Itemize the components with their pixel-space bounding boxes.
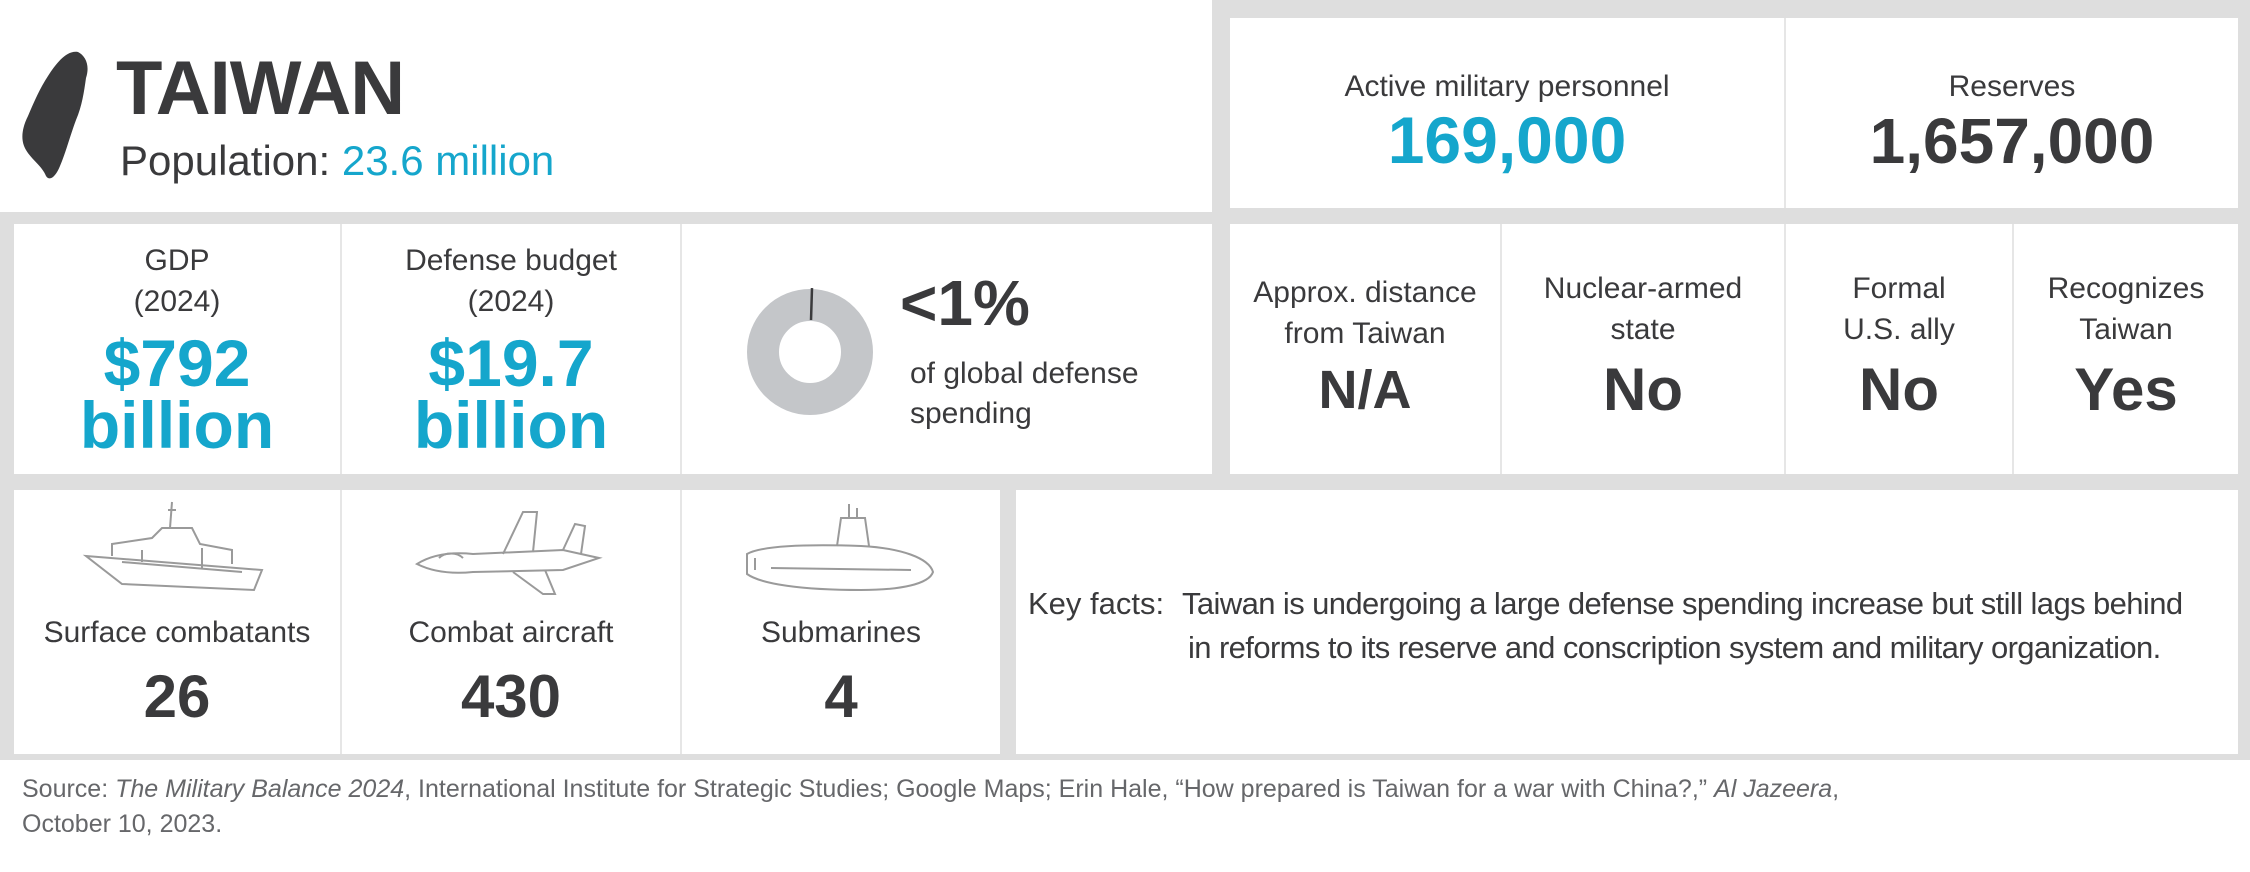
source-line2: October 10, 2023. xyxy=(22,810,223,838)
source-outlet: Al Jazeera xyxy=(1714,775,1833,803)
global-share-cell: <1% of global defense spending xyxy=(682,224,1212,474)
recognizes-label: Recognizes xyxy=(2047,272,2205,305)
country-header: TAIWAN Population: 23.6 million xyxy=(0,0,1212,212)
us-ally-label: Formal xyxy=(1852,272,1946,305)
active-personnel-label: Active military personnel xyxy=(1344,70,1670,103)
combat-aircraft-label: Combat aircraft xyxy=(408,616,614,649)
us-ally-label-line2: U.S. ally xyxy=(1843,313,1955,346)
global-share-label-line1: of global defense xyxy=(910,357,1139,390)
force-cell-aircraft: Combat aircraft 430 xyxy=(342,490,680,754)
divider xyxy=(680,224,682,474)
defense-budget-value-unit: billion xyxy=(413,388,609,462)
population-line: Population: 23.6 million xyxy=(120,134,554,188)
divider xyxy=(2012,224,2014,474)
population-label: Population: xyxy=(120,137,331,184)
divider xyxy=(340,224,342,474)
warship-icon xyxy=(82,501,264,592)
reserves-label: Reserves xyxy=(1948,70,2076,103)
fighter-jet-icon xyxy=(414,511,603,595)
divider xyxy=(1784,224,1786,474)
forces-panel: Surface combatants 26 Combat aircraft 43… xyxy=(14,490,1000,754)
recognizes-cell: Recognizes Taiwan Yes xyxy=(2014,224,2238,474)
defense-budget-value: $19.7 xyxy=(428,326,594,400)
nuclear-label-line2: state xyxy=(1610,313,1676,346)
gdp-value: $792 xyxy=(103,326,251,400)
divider xyxy=(680,490,682,754)
source-suffix: , xyxy=(1832,775,1840,803)
taiwan-map-icon xyxy=(22,51,88,179)
gdp-value-unit: billion xyxy=(79,388,275,462)
gdp-year: (2024) xyxy=(133,285,221,318)
nuclear-cell: Nuclear-armed state No xyxy=(1502,224,1784,474)
population-value: 23.6 million xyxy=(341,137,555,184)
combat-aircraft-value: 430 xyxy=(460,663,562,730)
source-publication-title: The Military Balance 2024 xyxy=(115,775,405,803)
submarines-value: 4 xyxy=(824,663,858,730)
global-share-donut xyxy=(747,288,873,415)
distance-cell: Approx. distance from Taiwan N/A xyxy=(1230,224,1500,474)
submarine-icon xyxy=(746,504,935,592)
global-share-value: <1% xyxy=(900,267,1030,339)
country-title: TAIWAN xyxy=(116,46,405,131)
global-share-label-line2: spending xyxy=(910,397,1032,430)
donut-share-mark xyxy=(809,288,814,321)
key-facts-text-line2: in reforms to its reserve and conscripti… xyxy=(1188,630,2161,665)
relations-panel: Approx. distance from Taiwan N/A Nuclear… xyxy=(1230,224,2238,474)
source-line1: Source: The Military Balance 2024, Inter… xyxy=(22,772,2222,807)
active-personnel-cell: Active military personnel 169,000 xyxy=(1230,18,1784,208)
nuclear-label: Nuclear-armed xyxy=(1543,272,1743,305)
divider xyxy=(340,490,342,754)
gdp-label: GDP xyxy=(144,244,210,277)
distance-label: Approx. distance xyxy=(1253,276,1477,309)
reserves-value: 1,657,000 xyxy=(1869,105,2155,177)
source-prefix: Source: xyxy=(22,775,116,803)
us-ally-cell: Formal U.S. ally No xyxy=(1786,224,2012,474)
defense-budget-year: (2024) xyxy=(467,285,555,318)
source-note: Source: The Military Balance 2024, Inter… xyxy=(22,772,2222,842)
defense-budget-label: Defense budget xyxy=(405,244,617,277)
divider xyxy=(1500,224,1502,474)
key-facts-label: Key facts: xyxy=(1028,586,1165,621)
submarines-label: Submarines xyxy=(760,616,922,649)
recognizes-value: Yes xyxy=(2074,356,2178,423)
us-ally-value: No xyxy=(1859,356,1939,423)
donut-ring xyxy=(747,289,873,415)
economy-panel: GDP (2024) $792 billion Defense budget (… xyxy=(14,224,1212,474)
distance-label-line2: from Taiwan xyxy=(1284,317,1446,350)
reserves-cell: Reserves 1,657,000 xyxy=(1786,18,2238,208)
force-cell-surface: Surface combatants 26 xyxy=(14,490,340,754)
gdp-cell: GDP (2024) $792 billion xyxy=(14,224,340,474)
key-facts-text-line1: Taiwan is undergoing a large defense spe… xyxy=(1182,586,2183,621)
key-facts-panel: Key facts: Taiwan is undergoing a large … xyxy=(1016,490,2238,754)
force-cell-submarines: Submarines 4 xyxy=(682,490,1000,754)
surface-combatants-label: Surface combatants xyxy=(43,616,311,649)
distance-value: N/A xyxy=(1318,360,1412,420)
defense-budget-cell: Defense budget (2024) $19.7 billion xyxy=(342,224,680,474)
surface-combatants-value: 26 xyxy=(143,663,211,730)
source-middle: , International Institute for Strategic … xyxy=(404,775,1715,803)
personnel-panel: Active military personnel 169,000 Reserv… xyxy=(1230,18,2238,208)
nuclear-value: No xyxy=(1603,356,1683,423)
recognizes-label-line2: Taiwan xyxy=(2079,313,2173,346)
active-personnel-value: 169,000 xyxy=(1387,103,1627,177)
divider xyxy=(1784,18,1786,208)
